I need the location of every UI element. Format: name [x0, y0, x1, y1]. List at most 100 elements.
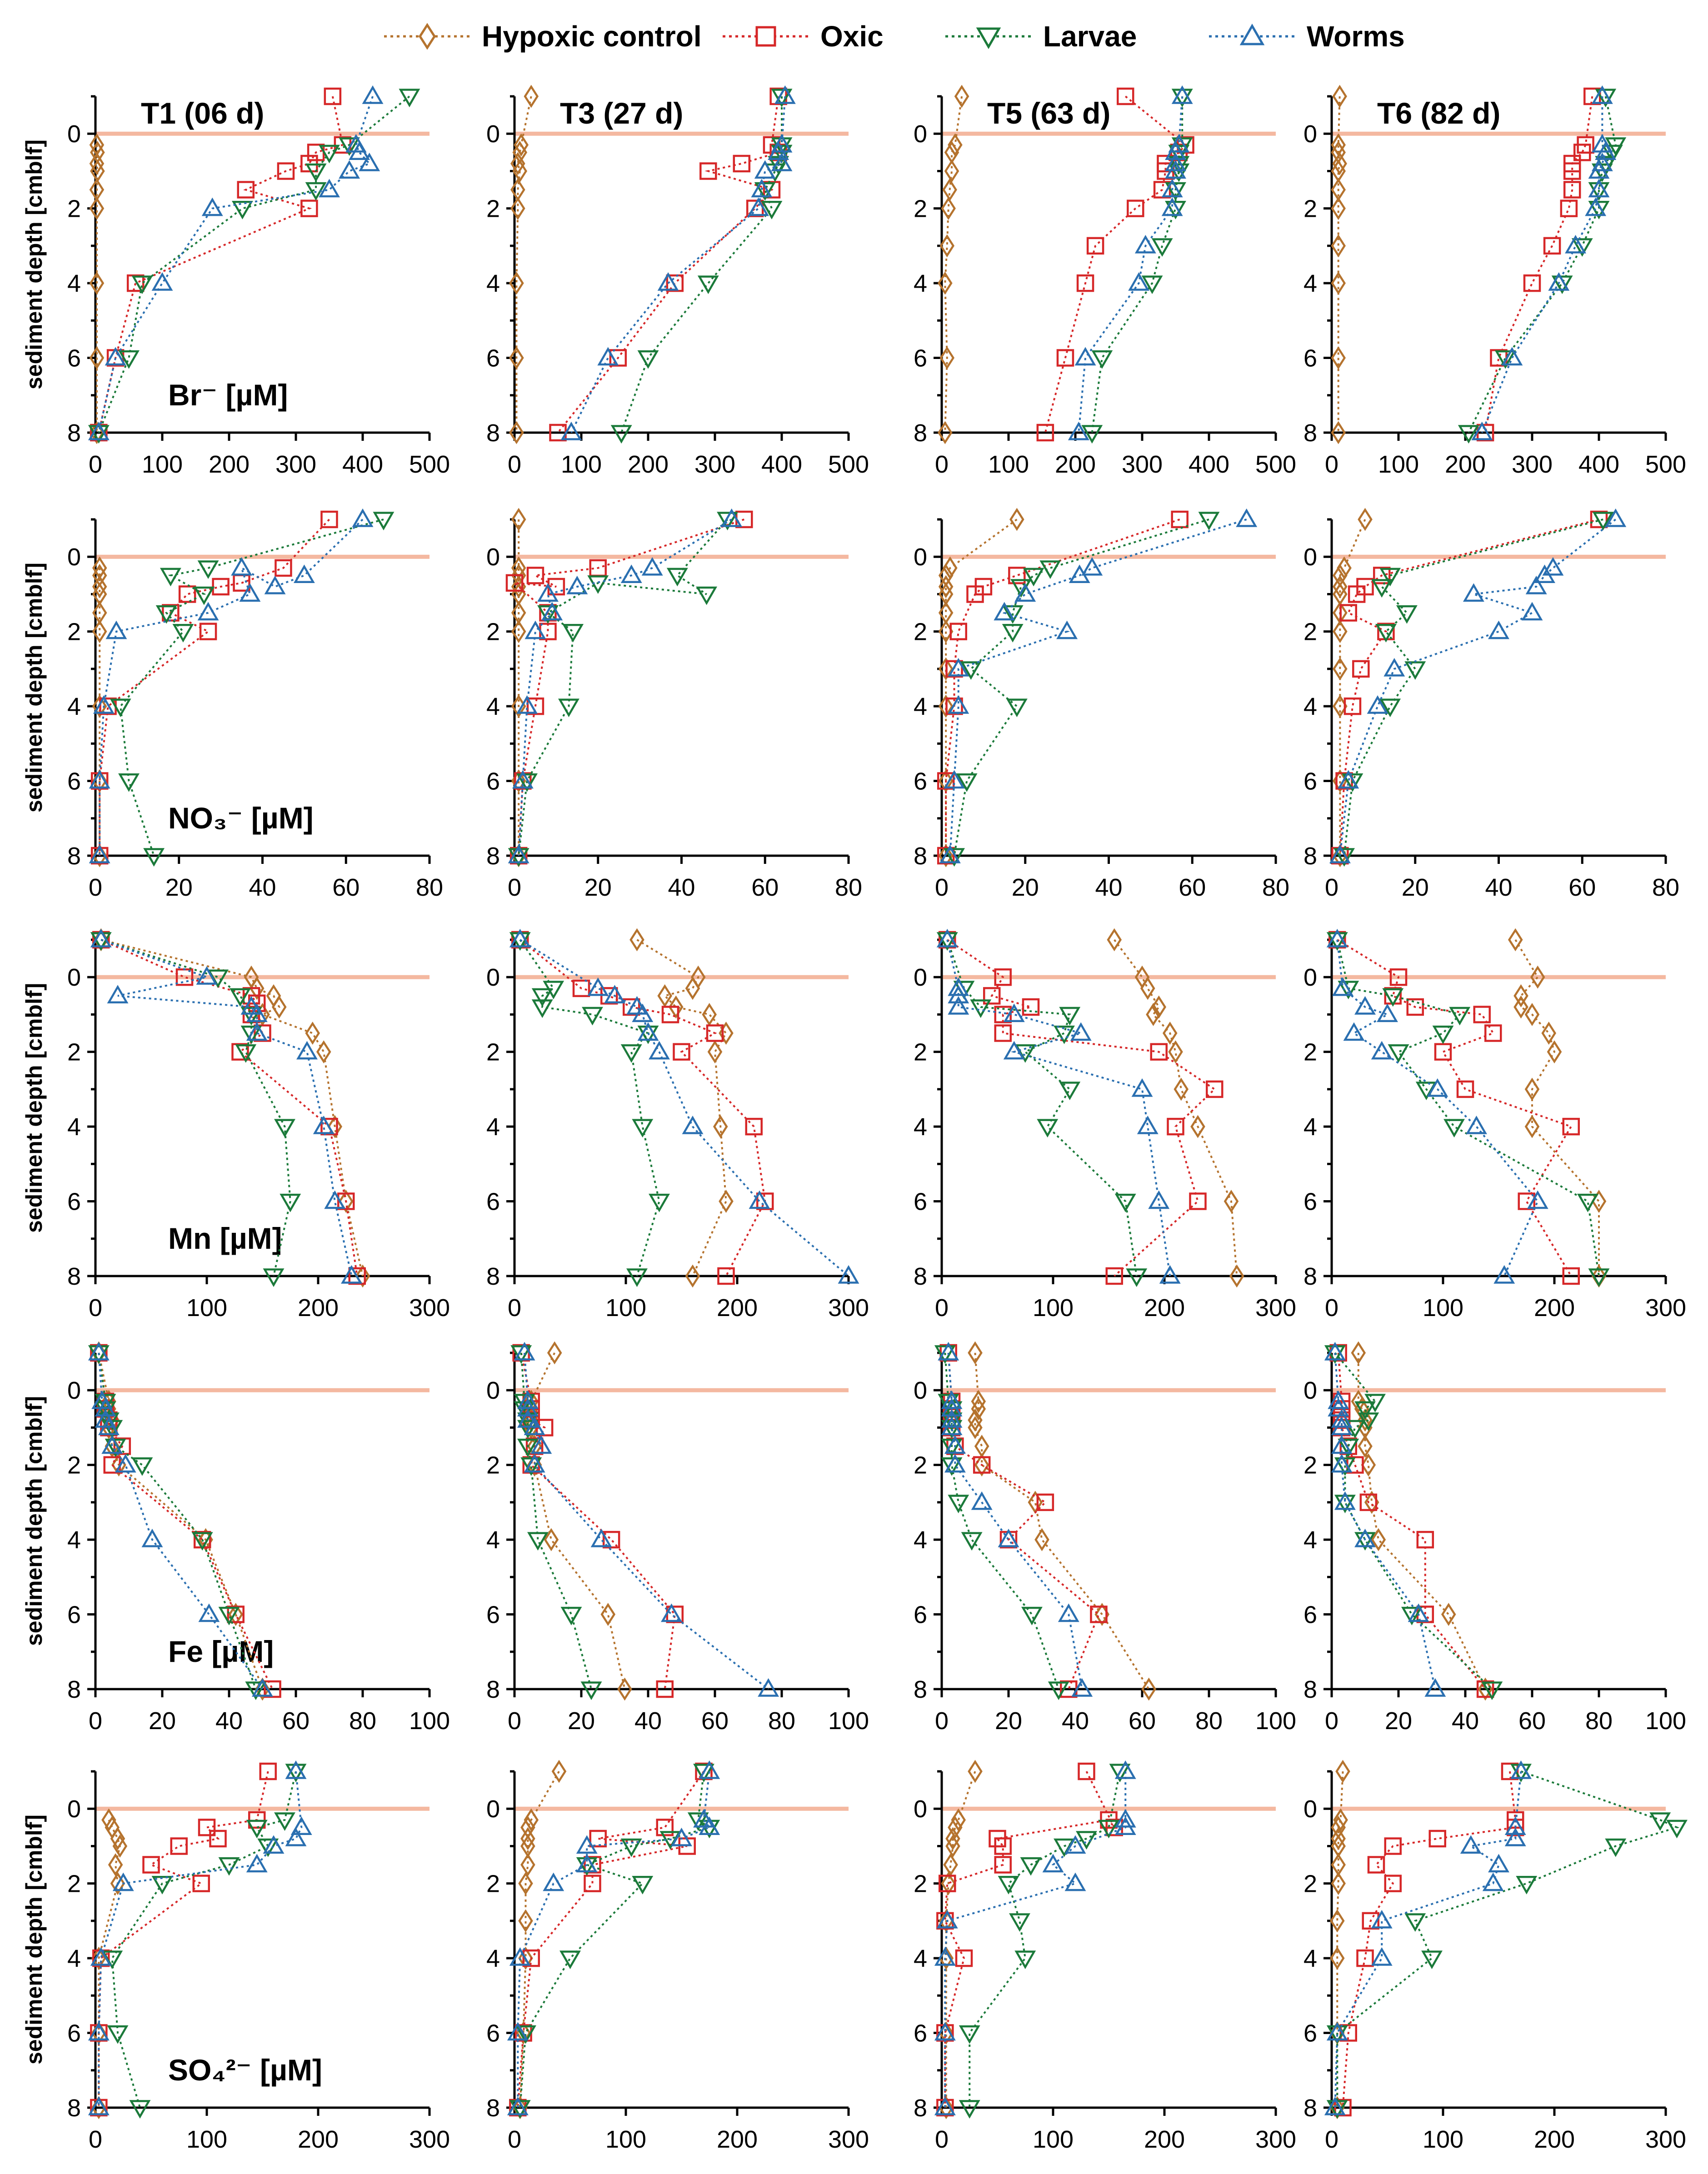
series-larvae: [1326, 932, 1610, 1287]
data-point: [1014, 1950, 1036, 1970]
series-oxic: [512, 1344, 684, 1698]
y-tick-label: 8: [914, 2094, 927, 2122]
data-point: [231, 200, 253, 219]
data-point: [1354, 1401, 1376, 1420]
series-line-oxic: [1044, 95, 1187, 433]
y-tick-label: 8: [1303, 1263, 1317, 1290]
series-larvae: [610, 89, 793, 444]
data-point: [535, 1419, 554, 1436]
series-hypoxic-control: [968, 1341, 1156, 1701]
y-tick-label: 2: [914, 1452, 927, 1479]
data-point: [656, 1680, 674, 1698]
panel-r3-c2: 0 100 200 300 0 2 4 6 8: [486, 928, 869, 1321]
data-point: [600, 987, 618, 1005]
series-worms: [1329, 508, 1627, 863]
data-point: [1137, 1116, 1159, 1134]
data-point: [1151, 238, 1173, 257]
data-point: [649, 1041, 670, 1060]
data-point: [1432, 1025, 1454, 1044]
legend-marker-worms: [1239, 23, 1265, 45]
data-point: [717, 512, 738, 531]
series-line-larvae: [1336, 1770, 1680, 2108]
data-point: [510, 197, 525, 220]
data-point: [1324, 1341, 1346, 1361]
data-point: [290, 1816, 312, 1835]
data-point: [160, 568, 181, 587]
series-line-hypoxic-control: [530, 1352, 626, 1690]
data-point: [597, 347, 619, 366]
data-point: [1524, 1077, 1540, 1101]
data-point: [320, 1117, 338, 1136]
data-point: [1421, 1950, 1443, 1970]
data-point: [774, 85, 796, 104]
data-point: [1516, 1875, 1538, 1895]
data-point: [560, 1606, 582, 1626]
data-point: [939, 234, 955, 258]
data-point: [1351, 1390, 1366, 1413]
data-point: [88, 1345, 110, 1364]
data-point: [520, 1457, 542, 1476]
data-point: [118, 773, 140, 792]
data-point: [115, 1454, 136, 1473]
series-line-oxic: [520, 1352, 676, 1690]
series-line-hypoxic-control: [98, 1820, 121, 2108]
data-point: [231, 557, 253, 576]
data-point: [352, 508, 374, 527]
data-point: [994, 1006, 1012, 1023]
series-hypoxic-control: [1331, 85, 1347, 444]
panel-analyte-label: Mn [µM]: [168, 1222, 282, 1255]
data-point: [948, 977, 969, 996]
series-oxic: [511, 931, 774, 1285]
data-point: [1577, 136, 1594, 154]
data-point: [1332, 152, 1347, 175]
data-point: [1003, 1003, 1025, 1022]
data-point: [514, 133, 529, 157]
data-point: [1460, 1835, 1482, 1854]
data-point: [155, 605, 177, 624]
data-point: [520, 1827, 535, 1850]
data-point: [92, 575, 107, 598]
data-point: [1591, 85, 1613, 104]
data-point: [576, 1857, 598, 1876]
data-point: [960, 661, 982, 680]
data-point: [617, 1677, 632, 1701]
data-point: [1338, 770, 1359, 789]
data-point: [620, 1044, 642, 1063]
data-point: [198, 1603, 220, 1622]
data-point: [717, 1267, 735, 1285]
y-tick-label: 8: [914, 419, 927, 447]
x-tick-label: 0: [89, 1707, 102, 1735]
series-line-worms: [98, 96, 374, 433]
y-tick-label: 8: [1303, 419, 1317, 447]
data-point: [88, 2022, 110, 2041]
data-point: [90, 932, 112, 951]
series-hypoxic-control: [629, 928, 734, 1288]
panel-r3-c1: 0 100 200 300 0 2 4 6 8 sediment depth [cmblf] Mn …: [21, 928, 450, 1321]
data-point: [771, 89, 793, 108]
data-point: [338, 1190, 354, 1213]
data-point: [1563, 162, 1581, 180]
data-point: [989, 1830, 1006, 1848]
data-point: [934, 2022, 956, 2041]
data-point: [112, 1872, 134, 1891]
x-tick-label: 100: [186, 1294, 227, 1321]
x-tick-label: 300: [1122, 451, 1163, 478]
data-point: [673, 1043, 690, 1061]
series-worms: [508, 508, 743, 863]
data-point: [971, 1397, 986, 1421]
data-point: [1424, 1678, 1446, 1697]
data-point: [1377, 623, 1395, 640]
data-point: [89, 271, 105, 295]
x-tick-label: 100: [1645, 1707, 1686, 1735]
data-point: [657, 984, 673, 1007]
y-axis-label: sediment depth [cmblf]: [21, 983, 47, 1233]
series-line-oxic: [1337, 1352, 1486, 1690]
series-worms: [1324, 1341, 1446, 1697]
data-point: [1167, 1117, 1184, 1136]
data-point: [955, 1949, 973, 1967]
data-point: [1408, 1603, 1429, 1622]
data-point: [1010, 579, 1032, 598]
series-line-hypoxic-control: [636, 939, 727, 1276]
data-point: [1591, 163, 1613, 182]
data-point: [1354, 1532, 1376, 1551]
